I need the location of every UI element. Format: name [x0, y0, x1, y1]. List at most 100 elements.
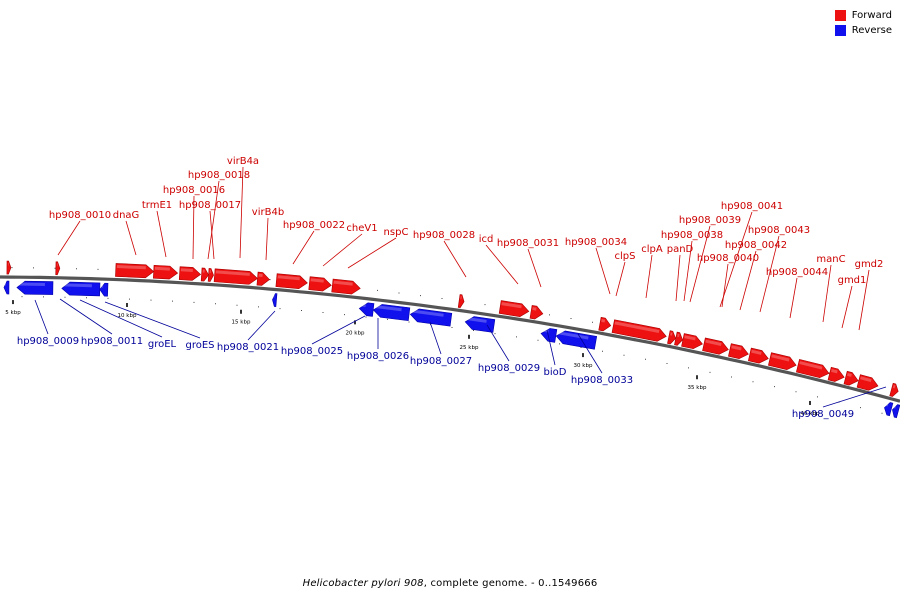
forward-gene-shape — [889, 382, 899, 397]
forward-gene-label-leader — [322, 233, 363, 267]
forward-gene-label: hp908_0017 — [179, 200, 241, 211]
forward-gene-shine — [202, 269, 205, 273]
forward-gene-label-leader — [759, 235, 780, 313]
forward-gene-shape — [681, 333, 703, 350]
gene-labels: hp908_0010 dnaGtrmE1hp908_0016hp908_0018v… — [17, 156, 887, 420]
reverse-gene — [99, 282, 109, 297]
forward-gene — [768, 352, 797, 371]
forward-gene-label-leader — [719, 211, 753, 308]
forward-gene — [529, 305, 544, 320]
forward-gene-label: hp908_0041 — [721, 201, 783, 212]
forward-gene — [178, 266, 202, 281]
forward-gene-label: trmE1 — [142, 200, 172, 211]
forward-gene-label-leader — [347, 237, 397, 269]
reverse-gene-shine — [885, 403, 889, 407]
forward-gene-shape — [598, 316, 612, 332]
forward-gene — [256, 271, 270, 286]
forward-gene-shine — [831, 368, 838, 374]
reverse-gene-shine — [411, 309, 444, 317]
reverse-gene — [409, 308, 453, 327]
reverse-gene-label-leader — [247, 310, 276, 341]
reverse-gene-label-leader — [429, 321, 442, 355]
forward-gene-shine — [677, 333, 680, 338]
forward-gene — [889, 382, 899, 397]
organism-name: Helicobacter pylori 908 — [302, 578, 424, 589]
forward-gene-shape — [702, 337, 729, 355]
forward-gene-label: hp908_0039 — [679, 215, 741, 226]
forward-gene — [331, 278, 361, 295]
reverse-gene-shine — [360, 303, 366, 308]
reverse-gene-label: hp908_0011 — [81, 336, 143, 347]
forward-gene — [213, 268, 258, 285]
legend-forward-label: Forward — [851, 10, 892, 21]
reverse-gene-label: hp908_0025 — [281, 346, 343, 357]
forward-gene — [55, 261, 61, 276]
reverse-gene-label-leader — [104, 301, 201, 339]
map-caption: Helicobacter pylori 908, complete genome… — [0, 578, 900, 589]
forward-gene-shine — [601, 318, 606, 323]
forward-gene-shine — [860, 376, 872, 383]
forward-gene — [674, 331, 683, 346]
forward-gene-shape — [827, 366, 845, 382]
reverse-gene-label-leader — [311, 315, 366, 345]
forward-gene-label-leader — [858, 269, 870, 331]
forward-gene — [207, 268, 214, 282]
forward-gene-shine — [333, 280, 353, 286]
reverse-gene-label: hp908_0021 — [217, 342, 279, 353]
reverse-gene-label: bioD — [544, 367, 567, 378]
forward-gene-shine — [116, 264, 146, 270]
forward-gene-shape — [115, 263, 155, 279]
reverse-gene-shape — [884, 402, 894, 417]
reverse-gene-label: groEL — [148, 339, 177, 350]
reverse-gene-shape — [464, 316, 496, 333]
forward-gene-label-leader — [822, 264, 832, 323]
forward-gene-shape — [178, 266, 202, 281]
reverse-gene-shape — [358, 302, 375, 317]
reverse-gene-label: hp908_0026 — [347, 351, 409, 362]
reverse-gene — [358, 302, 375, 317]
reverse-gene-label: hp908_0033 — [571, 375, 633, 386]
forward-gene-shine — [56, 263, 58, 267]
forward-gene — [308, 276, 332, 292]
forward-gene — [667, 330, 676, 345]
forward-gene-label: gmd2 — [855, 259, 884, 270]
forward-gene — [611, 319, 667, 342]
forward-gene-shine — [310, 278, 324, 283]
forward-gene — [275, 273, 308, 290]
forward-gene-shape — [331, 278, 361, 295]
forward-gene-label: hp908_0031 — [497, 238, 559, 249]
gene-arrows — [3, 260, 900, 419]
reverse-swatch — [834, 25, 846, 36]
genome-backbone — [0, 275, 900, 403]
reverse-gene — [884, 402, 894, 417]
forward-gene-label-leader — [675, 254, 681, 302]
forward-gene-label: hp908_0018 — [188, 170, 250, 181]
forward-gene-label: hp908_0034 — [565, 237, 627, 248]
forward-gene-label: hp908_0044 — [766, 267, 828, 278]
reverse-gene-shape — [372, 304, 411, 321]
reverse-gene-shine — [62, 283, 92, 288]
forward-gene — [200, 267, 209, 282]
forward-gene-shine — [7, 262, 9, 266]
forward-gene-shine — [180, 268, 193, 272]
forward-gene-shine — [460, 296, 462, 300]
forward-gene-label: hp908_0040 — [697, 253, 759, 264]
reverse-gene-shine — [100, 284, 104, 288]
scale-ticks: 5 kbp 10 kbp 15 kbp 20 kbp 25 kbp 30 kbp 35 kb… — [5, 267, 894, 417]
forward-gene-label: cheV1 — [346, 223, 377, 234]
forward-gene-label: hp908_0016 — [163, 185, 225, 196]
forward-gene-shine — [501, 302, 522, 309]
forward-gene-shine — [670, 332, 673, 336]
forward-gene — [457, 294, 465, 309]
reverse-gene-shape — [892, 404, 900, 419]
forward-gene-label: hp908_0043 — [748, 225, 810, 236]
reverse-gene-label-leader — [577, 333, 603, 374]
legend: Forward Reverse — [834, 8, 892, 38]
forward-gene-shine — [258, 273, 263, 277]
forward-gene-shape — [55, 261, 61, 276]
forward-gene-label: manC — [816, 254, 845, 265]
forward-gene-shape — [843, 370, 859, 386]
reverse-gene-shape — [3, 280, 10, 295]
forward-gene-shape — [207, 268, 214, 282]
